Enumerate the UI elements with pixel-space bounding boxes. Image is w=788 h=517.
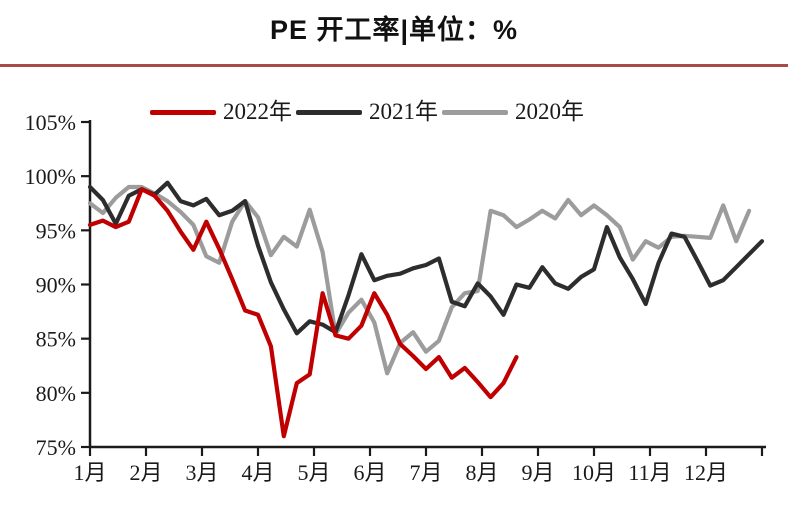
series-line-2022 (87, 187, 519, 439)
x-tick-label: 4月 (241, 460, 274, 485)
y-tick-label: 75% (36, 435, 76, 460)
legend-item-2021: 2021年 (296, 98, 438, 126)
legend-swatch-2021-icon (296, 109, 362, 115)
series-line-2021 (87, 180, 765, 336)
x-tick-label: 10月 (572, 460, 616, 485)
y-tick-label: 105% (25, 110, 76, 135)
y-tick-label: 95% (36, 218, 76, 243)
x-tick-label: 2月 (129, 460, 162, 485)
legend-swatch-2020-icon (442, 109, 508, 115)
x-tick-label: 3月 (185, 460, 218, 485)
title-divider (0, 64, 788, 67)
legend-label-2021: 2021年 (369, 99, 438, 124)
legend-label-2020: 2020年 (515, 99, 584, 124)
y-tick-label: 80% (36, 381, 76, 406)
chart-legend: 2022年 2021年 2020年 (150, 98, 588, 126)
x-tick-label: 1月 (73, 460, 106, 485)
chart-title: PE 开工率|单位：% (269, 15, 519, 45)
y-tick-label: 100% (25, 164, 76, 189)
legend-item-2022: 2022年 (150, 98, 292, 126)
y-tick-label: 85% (36, 327, 76, 352)
x-tick-label: 8月 (465, 460, 498, 485)
legend-label-2022: 2022年 (223, 99, 292, 124)
legend-swatch-2022-icon (150, 109, 216, 115)
x-tick-label: 7月 (409, 460, 442, 485)
x-tick-label: 6月 (353, 460, 386, 485)
x-tick-label: 11月 (628, 460, 671, 485)
series-line-2020 (87, 184, 752, 376)
y-tick-label: 90% (36, 273, 76, 298)
x-tick-label: 9月 (521, 460, 554, 485)
x-tick-label: 12月 (684, 460, 728, 485)
x-tick-label: 5月 (297, 460, 330, 485)
legend-item-2020: 2020年 (442, 98, 584, 126)
